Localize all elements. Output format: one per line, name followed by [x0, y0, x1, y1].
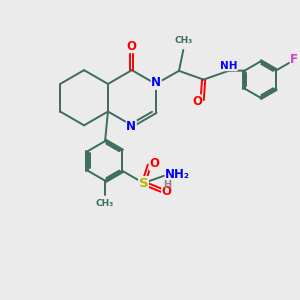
- Text: CH₃: CH₃: [96, 199, 114, 208]
- Text: F: F: [290, 53, 298, 67]
- Text: O: O: [192, 95, 202, 108]
- Text: O: O: [150, 157, 160, 170]
- Text: S: S: [139, 177, 148, 190]
- Text: O: O: [162, 185, 172, 198]
- Text: CH₃: CH₃: [174, 36, 192, 45]
- Text: NH₂: NH₂: [165, 168, 190, 181]
- Text: NH: NH: [220, 61, 237, 71]
- Text: H: H: [163, 180, 171, 190]
- Text: N: N: [126, 120, 136, 133]
- Text: O: O: [127, 40, 137, 52]
- Text: N: N: [151, 76, 161, 89]
